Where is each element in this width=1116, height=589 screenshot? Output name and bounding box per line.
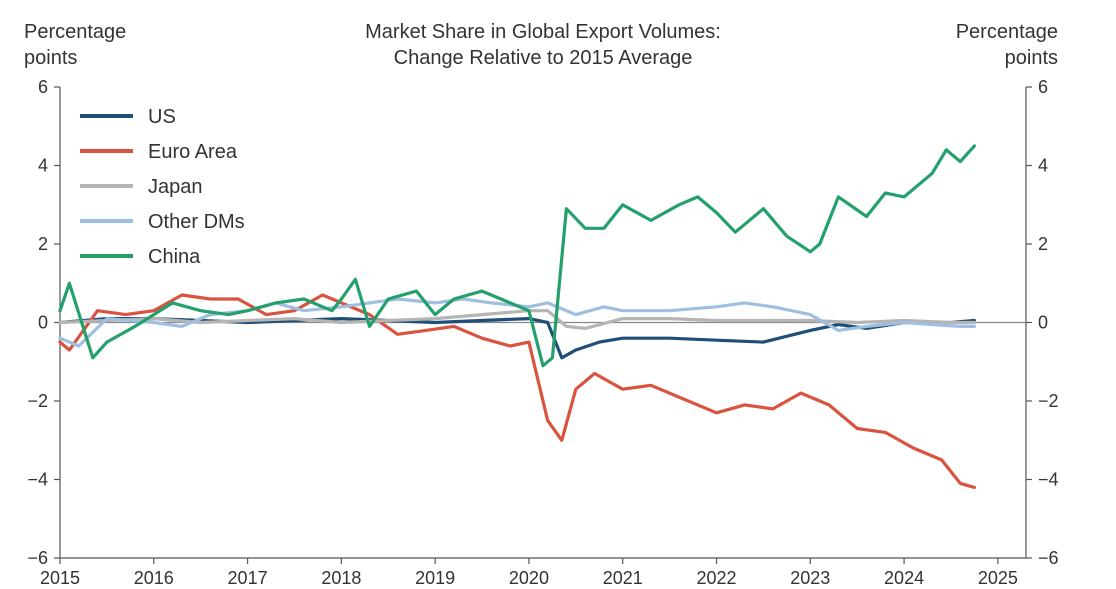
x-tick-label: 2019: [415, 568, 455, 588]
chart-title-line-2: Change Relative to 2015 Average: [394, 47, 693, 69]
legend-label-euro-area: Euro Area: [148, 141, 238, 163]
y-tick-label-left: 0: [38, 313, 48, 333]
left-axis-unit-label: Percentage points: [24, 21, 126, 69]
chart-title-line-1: Market Share in Global Export Volumes:: [365, 21, 721, 43]
y-tick-label-right: 6: [1038, 77, 1048, 97]
y-tick-label-left: −6: [27, 548, 48, 568]
x-tick-label: 2016: [134, 568, 174, 588]
y-tick-label-left: −2: [27, 391, 48, 411]
y-tick-label-left: 2: [38, 234, 48, 254]
legend-label-china: China: [148, 246, 201, 268]
legend-label-us: US: [148, 106, 176, 128]
x-tick-label: 2020: [509, 568, 549, 588]
y-tick-label-right: −6: [1038, 548, 1059, 568]
series-layer: [58, 144, 976, 489]
x-tick-label: 2015: [40, 568, 80, 588]
y-tick-label-left: 4: [38, 156, 48, 176]
x-tick-label: 2024: [884, 568, 924, 588]
axes: −6 −6 −4 −4 −2 −2 0 0 2 2 4 4 6 6 2015 2016 2017 2018 2019…: [27, 77, 1058, 588]
series-line-euro-area: [58, 293, 976, 489]
series-line-japan: [58, 309, 976, 330]
legend-label-other-dms: Other DMs: [148, 211, 245, 233]
legend: US Euro Area Japan Other DMs China: [80, 106, 245, 268]
x-tick-label: 2025: [978, 568, 1018, 588]
legend-label-japan: Japan: [148, 176, 203, 198]
series-line-us: [58, 317, 976, 360]
right-unit-line-1: Percentage: [956, 21, 1058, 43]
y-tick-label-left: −4: [27, 470, 48, 490]
chart-title: Market Share in Global Export Volumes: C…: [365, 21, 721, 69]
left-unit-line-1: Percentage: [24, 21, 126, 43]
series-line-other-dms: [58, 297, 976, 348]
x-tick-label: 2021: [603, 568, 643, 588]
x-tick-label: 2023: [790, 568, 830, 588]
left-unit-line-2: points: [24, 47, 77, 69]
x-tick-label: 2018: [321, 568, 361, 588]
y-tick-label-left: 6: [38, 77, 48, 97]
y-tick-label-right: −2: [1038, 391, 1059, 411]
right-unit-line-2: points: [1005, 47, 1058, 69]
y-tick-label-right: 2: [1038, 234, 1048, 254]
x-tick-label: 2022: [696, 568, 736, 588]
series-line-china: [58, 144, 976, 368]
right-axis-unit-label: Percentage points: [956, 21, 1058, 69]
x-tick-label: 2017: [228, 568, 268, 588]
y-tick-label-right: 4: [1038, 156, 1048, 176]
y-tick-label-right: 0: [1038, 313, 1048, 333]
y-tick-label-right: −4: [1038, 470, 1059, 490]
